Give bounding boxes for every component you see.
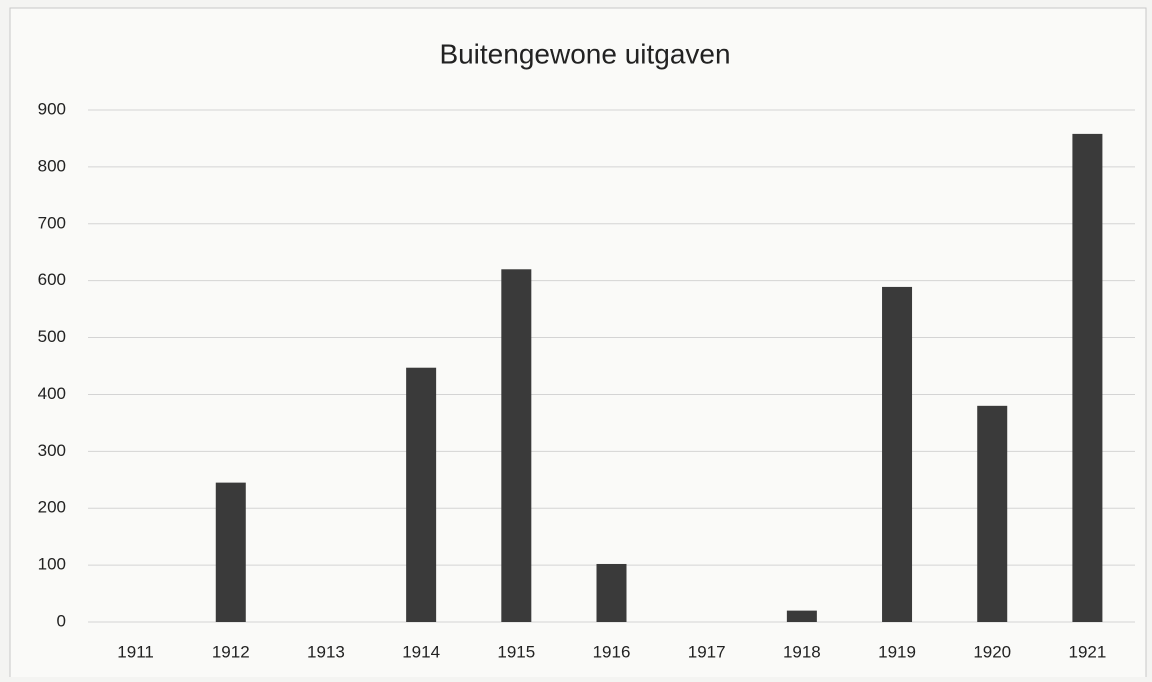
x-tick-label: 1918 bbox=[783, 642, 821, 661]
bar bbox=[882, 286, 913, 622]
chart-title: Buitengewone uitgaven bbox=[439, 38, 730, 69]
x-tick-label: 1916 bbox=[593, 642, 631, 661]
bar bbox=[1072, 133, 1103, 623]
x-tick-label: 1912 bbox=[212, 642, 250, 661]
bar bbox=[977, 405, 1008, 622]
bar bbox=[786, 610, 817, 622]
y-tick-label: 400 bbox=[38, 384, 66, 403]
y-tick-label: 900 bbox=[38, 99, 66, 118]
y-tick-label: 300 bbox=[38, 441, 66, 460]
bar bbox=[596, 563, 627, 622]
y-tick-label: 200 bbox=[38, 498, 66, 517]
x-tick-label: 1920 bbox=[973, 642, 1011, 661]
x-tick-label: 1911 bbox=[117, 642, 154, 661]
x-tick-label: 1915 bbox=[497, 642, 535, 661]
y-tick-label: 800 bbox=[38, 156, 66, 175]
x-tick-label: 1914 bbox=[402, 642, 440, 661]
y-tick-label: 500 bbox=[38, 327, 66, 346]
y-tick-label: 600 bbox=[38, 270, 66, 289]
y-tick-label: 700 bbox=[38, 213, 66, 232]
bar bbox=[501, 269, 532, 622]
bar bbox=[215, 482, 246, 622]
x-tick-label: 1913 bbox=[307, 642, 345, 661]
bar bbox=[406, 367, 437, 622]
y-tick-label: 100 bbox=[38, 555, 66, 574]
x-tick-label: 1921 bbox=[1068, 642, 1106, 661]
x-tick-label: 1917 bbox=[688, 642, 726, 661]
x-tick-label: 1919 bbox=[878, 642, 916, 661]
chart-frame bbox=[9, 7, 1147, 682]
y-tick-label: 0 bbox=[57, 611, 66, 630]
